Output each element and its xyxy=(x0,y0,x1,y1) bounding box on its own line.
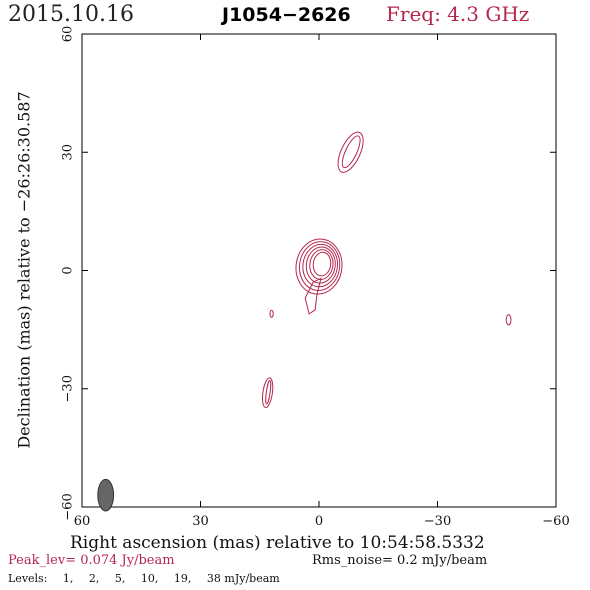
contour-core xyxy=(305,246,336,284)
contour-levels: Levels: 1, 2, 5, 10, 19, 38 mJy/beam xyxy=(8,572,280,585)
contour-core xyxy=(298,241,341,291)
y-tick-label: 0 xyxy=(61,266,76,274)
y-tick-label: −60 xyxy=(61,493,76,520)
contour-knot-s xyxy=(269,309,274,318)
rms-noise: Rms_noise= 0.2 mJy/beam xyxy=(312,553,488,568)
y-tick-label: 30 xyxy=(61,144,76,161)
y-axis-label: Declination (mas) relative to −26:26:30.… xyxy=(14,91,34,449)
contour-core xyxy=(302,243,339,288)
level-value: 1, xyxy=(62,572,74,585)
axis-tick-labels: 60 30 0 −30 −60 −60 −30 0 30 60 xyxy=(61,26,570,529)
observation-date: 2015.10.16 xyxy=(8,2,134,27)
contour-jet-se xyxy=(262,377,274,409)
contour-knot-w xyxy=(505,314,512,326)
beam-ellipse xyxy=(97,478,115,512)
chart-title: J1054−2626 xyxy=(222,4,351,26)
contour-lines xyxy=(262,131,512,409)
level-value: 2, xyxy=(88,572,100,585)
levels-label: Levels: xyxy=(8,572,48,585)
x-tick-label: 0 xyxy=(315,514,323,529)
contour-jet-nw xyxy=(337,131,364,173)
y-tick-label: −30 xyxy=(61,375,76,402)
x-tick-label: −30 xyxy=(424,514,451,529)
contour-jet-nw xyxy=(341,135,361,169)
x-tick-label: −60 xyxy=(542,514,569,529)
frequency-label: Freq: 4.3 GHz xyxy=(386,2,530,26)
x-tick-label: 60 xyxy=(74,514,91,529)
contour-core-extension xyxy=(304,277,322,315)
level-value: 19, xyxy=(173,572,192,585)
level-value: 5, xyxy=(114,572,126,585)
level-value: 38 mJy/beam xyxy=(206,572,280,585)
y-tick-label: 60 xyxy=(61,26,76,43)
contour-core xyxy=(295,238,343,295)
x-tick-label: 30 xyxy=(192,514,209,529)
level-value: 10, xyxy=(140,572,159,585)
x-axis-label: Right ascension (mas) relative to 10:54:… xyxy=(70,533,485,553)
contour-core xyxy=(312,251,332,277)
peak-level: Peak_lev= 0.074 Jy/beam xyxy=(8,553,175,568)
plot-frame xyxy=(81,33,557,508)
contour-jet-se xyxy=(265,379,272,405)
axis-ticks xyxy=(81,33,557,508)
